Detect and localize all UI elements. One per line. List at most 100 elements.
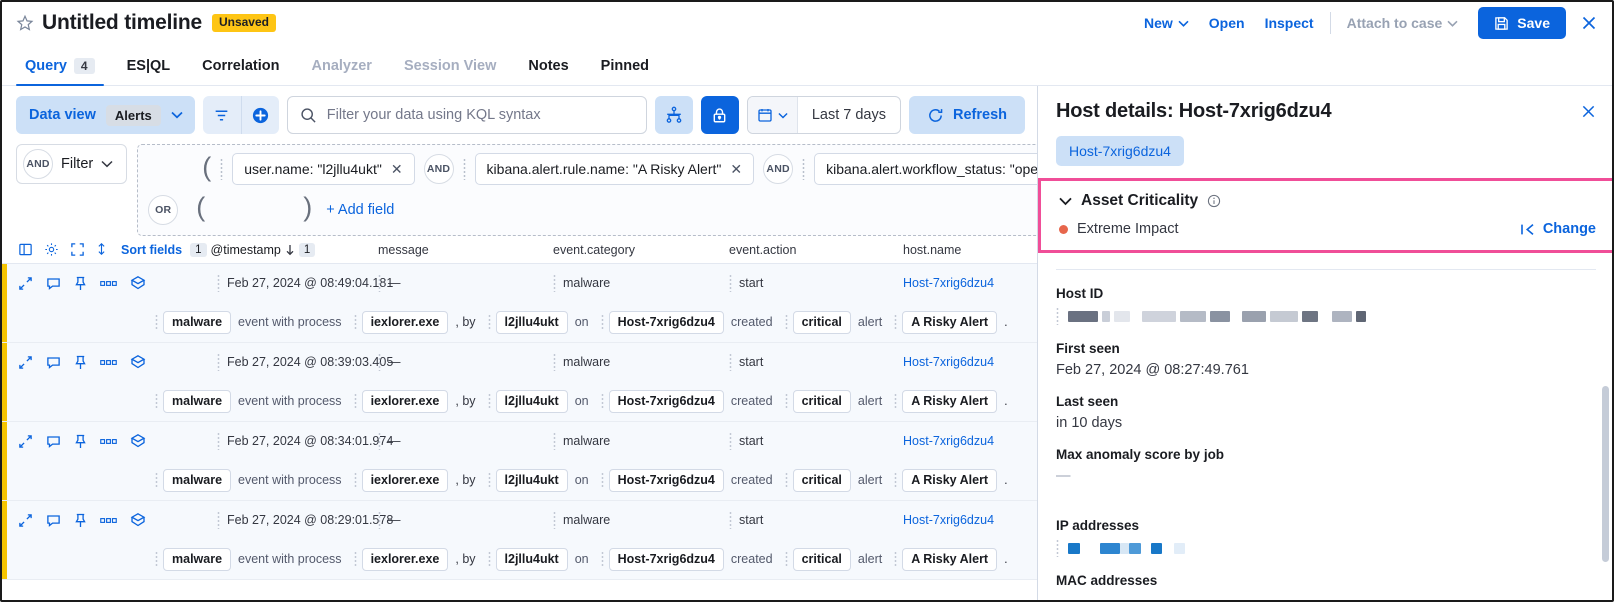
host-name-chip[interactable]: Host-7xrig6dzu4 (1056, 136, 1184, 166)
field-value-host-id[interactable] (1056, 307, 1596, 325)
cell-event-action[interactable]: start (729, 264, 763, 302)
analyzer-icon[interactable] (130, 275, 146, 291)
severity-chip[interactable]: critical (792, 310, 851, 334)
cell-message[interactable]: — (378, 343, 401, 381)
tab-query[interactable]: Query 4 (16, 58, 104, 86)
cell-host-name[interactable]: Host-7xrig6dzu4 (903, 422, 994, 460)
rule-chip[interactable]: A Risky Alert (902, 468, 998, 492)
close-flyout-icon[interactable] (1581, 100, 1596, 124)
cell-message[interactable]: — (378, 501, 401, 539)
cell-event-category[interactable]: malware (553, 422, 610, 460)
cell-event-category[interactable]: malware (553, 343, 610, 381)
severity-chip[interactable]: critical (792, 389, 851, 413)
process-chip[interactable]: iexlorer.exe (361, 468, 449, 492)
category-chip[interactable]: malware (163, 310, 232, 334)
column-header-event-action[interactable]: event.action (729, 242, 797, 257)
more-icon[interactable] (100, 438, 117, 445)
operator-and-2[interactable]: AND (763, 154, 794, 184)
tab-correlation[interactable]: Correlation (202, 58, 280, 74)
pin-icon[interactable] (74, 513, 87, 528)
pin-icon[interactable] (74, 434, 87, 449)
cell-message[interactable]: — (378, 422, 401, 460)
favorite-star-icon[interactable] (16, 14, 34, 32)
user-chip[interactable]: l2jllu4ukt (495, 310, 568, 334)
operator-or[interactable]: OR (148, 194, 179, 225)
rule-chip[interactable]: A Risky Alert (902, 389, 998, 413)
close-timeline-icon[interactable] (1578, 12, 1600, 34)
condition-chip-user-name[interactable]: user.name: "l2jllu4ukt" ✕ (232, 153, 415, 185)
drag-handle[interactable] (802, 158, 806, 180)
process-chip[interactable]: iexlorer.exe (361, 310, 449, 334)
user-chip[interactable]: l2jllu4ukt (495, 468, 568, 492)
analyzer-icon[interactable] (130, 433, 146, 449)
calendar-dropdown[interactable] (747, 97, 798, 133)
user-chip[interactable]: l2jllu4ukt (495, 389, 568, 413)
comment-icon[interactable] (46, 355, 61, 370)
hierarchy-icon[interactable] (654, 96, 693, 134)
host-chip[interactable]: Host-7xrig6dzu4 (608, 389, 724, 413)
cell-host-name[interactable]: Host-7xrig6dzu4 (903, 264, 994, 302)
drag-handle[interactable] (462, 158, 466, 180)
pin-icon[interactable] (74, 355, 87, 370)
more-icon[interactable] (100, 280, 117, 287)
analyzer-icon[interactable] (130, 512, 146, 528)
cell-message[interactable]: — (378, 264, 401, 302)
cell-event-action[interactable]: start (729, 343, 763, 381)
inspect-button[interactable]: Inspect (1264, 15, 1314, 31)
add-field-button[interactable]: + Add field (326, 201, 395, 218)
remove-condition-icon[interactable]: ✕ (390, 160, 403, 177)
tab-analyzer[interactable]: Analyzer (311, 58, 372, 74)
cell-host-name[interactable]: Host-7xrig6dzu4 (903, 501, 994, 539)
tab-esql[interactable]: ES|QL (126, 58, 171, 74)
expand-icon[interactable] (18, 434, 33, 449)
table-row[interactable]: Feb 27, 2024 @ 08:49:04.181 — malware st… (2, 264, 1037, 343)
cell-event-category[interactable]: malware (553, 501, 610, 539)
expand-icon[interactable] (18, 276, 33, 291)
sort-updown-icon[interactable] (96, 242, 111, 257)
date-range-picker[interactable]: Last 7 days (746, 96, 901, 134)
lock-icon[interactable] (700, 96, 739, 134)
sort-fields-button[interactable]: Sort fields (121, 242, 183, 257)
cell-timestamp[interactable]: Feb 27, 2024 @ 08:29:01.578 (217, 501, 393, 539)
rule-chip[interactable]: A Risky Alert (902, 310, 998, 334)
column-header-message[interactable]: message (378, 242, 429, 257)
sort-field-chip[interactable]: 1 @timestamp 1 (190, 242, 316, 257)
columns-icon[interactable] (18, 242, 33, 257)
severity-chip[interactable]: critical (792, 547, 851, 571)
filter-operator-and[interactable]: AND (23, 149, 53, 179)
condition-chip-rule-name[interactable]: kibana.alert.rule.name: "A Risky Alert" … (474, 153, 755, 185)
cell-event-action[interactable]: start (729, 501, 763, 539)
data-view-selector[interactable]: Data view Alerts (16, 96, 195, 134)
field-value-ip-addresses[interactable] (1056, 539, 1596, 557)
rule-chip[interactable]: A Risky Alert (902, 547, 998, 571)
host-chip[interactable]: Host-7xrig6dzu4 (608, 547, 724, 571)
cell-event-category[interactable]: malware (553, 264, 610, 302)
host-chip[interactable]: Host-7xrig6dzu4 (608, 310, 724, 334)
attach-to-case-button[interactable]: Attach to case (1337, 11, 1469, 35)
kql-search-input[interactable]: Filter your data using KQL syntax (286, 96, 647, 134)
operator-and-1[interactable]: AND (423, 154, 454, 184)
severity-chip[interactable]: critical (792, 468, 851, 492)
cell-timestamp[interactable]: Feb 27, 2024 @ 08:49:04.181 (217, 264, 393, 302)
pin-icon[interactable] (74, 276, 87, 291)
column-header-host-name[interactable]: host.name (903, 242, 962, 257)
asset-criticality-header[interactable]: Asset Criticality (1059, 192, 1612, 210)
category-chip[interactable]: malware (163, 389, 232, 413)
more-icon[interactable] (100, 517, 117, 524)
cell-timestamp[interactable]: Feb 27, 2024 @ 08:39:03.405 (217, 343, 393, 381)
comment-icon[interactable] (46, 276, 61, 291)
more-icon[interactable] (100, 359, 117, 366)
gear-icon[interactable] (44, 242, 59, 257)
cell-host-name[interactable]: Host-7xrig6dzu4 (903, 343, 994, 381)
save-button[interactable]: Save (1478, 7, 1566, 39)
user-chip[interactable]: l2jllu4ukt (495, 547, 568, 571)
process-chip[interactable]: iexlorer.exe (361, 547, 449, 571)
table-row[interactable]: Feb 27, 2024 @ 08:34:01.974 — malware st… (2, 422, 1037, 501)
table-row[interactable]: Feb 27, 2024 @ 08:39:03.405 — malware st… (2, 343, 1037, 422)
comment-icon[interactable] (46, 434, 61, 449)
category-chip[interactable]: malware (163, 547, 232, 571)
filter-list-icon[interactable] (203, 96, 241, 134)
chevron-down-icon[interactable] (1059, 197, 1072, 206)
change-criticality-button[interactable]: Change (1520, 221, 1596, 237)
expand-icon[interactable] (18, 355, 33, 370)
